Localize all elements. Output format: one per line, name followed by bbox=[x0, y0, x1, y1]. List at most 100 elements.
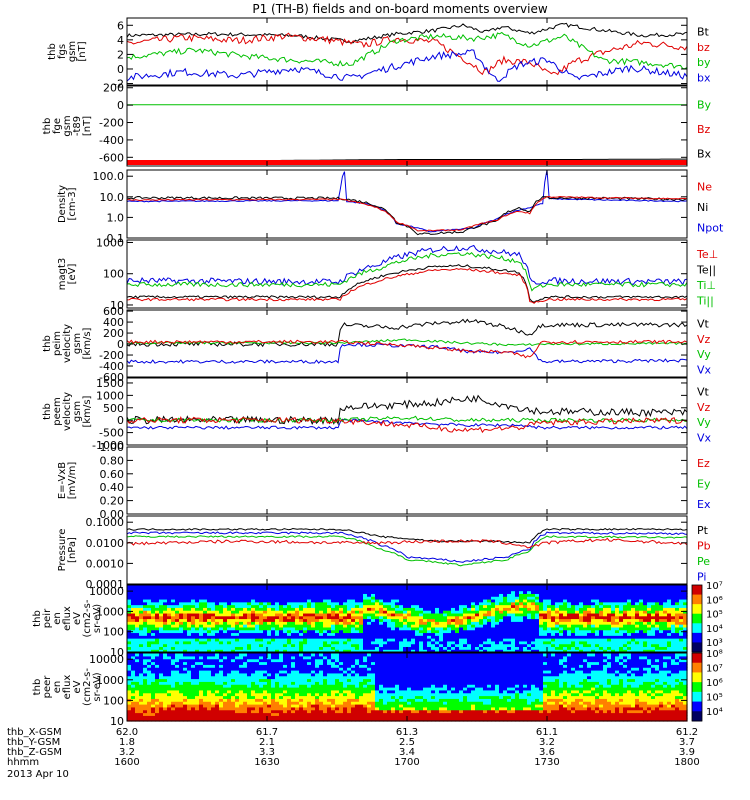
heatmap-cell bbox=[131, 615, 136, 620]
heatmap-cell bbox=[267, 598, 272, 603]
heatmap-cell bbox=[535, 590, 540, 594]
heatmap-cell bbox=[207, 618, 212, 622]
y-axis-label: -t89 bbox=[72, 116, 83, 136]
heatmap-cell bbox=[327, 653, 332, 657]
heatmap-cell bbox=[231, 615, 236, 620]
heatmap-cell bbox=[231, 712, 236, 716]
heatmap-cell bbox=[491, 601, 496, 606]
heatmap-cell bbox=[327, 638, 332, 642]
colorbar-segment bbox=[692, 585, 702, 596]
heatmap-cell bbox=[495, 649, 500, 653]
heatmap-cell bbox=[511, 632, 516, 636]
heatmap-cell bbox=[191, 704, 196, 708]
heatmap-cell bbox=[487, 626, 492, 631]
heatmap-cell bbox=[275, 590, 280, 594]
heatmap-cell bbox=[471, 612, 476, 617]
heatmap-cell bbox=[323, 649, 328, 653]
heatmap-cell bbox=[623, 615, 628, 620]
heatmap-cell bbox=[247, 664, 252, 668]
heatmap-cell bbox=[235, 598, 240, 603]
heatmap-cell bbox=[543, 601, 548, 606]
heatmap-cell bbox=[191, 626, 196, 631]
heatmap-cell bbox=[275, 687, 280, 691]
heatmap-cell bbox=[183, 632, 188, 636]
heatmap-cell bbox=[635, 601, 640, 606]
heatmap-cell bbox=[395, 649, 400, 653]
heatmap-cell bbox=[559, 621, 564, 625]
heatmap-cell bbox=[387, 632, 392, 636]
heatmap-cell bbox=[403, 607, 408, 611]
heatmap-cell bbox=[279, 635, 284, 639]
heatmap-cell bbox=[127, 715, 132, 719]
heatmap-cell bbox=[567, 638, 572, 642]
heatmap-cell bbox=[679, 612, 684, 617]
heatmap-cell bbox=[611, 629, 616, 634]
heatmap-cell bbox=[259, 701, 264, 705]
y-tick-label: 1.00 bbox=[100, 441, 125, 454]
heatmap-cell bbox=[291, 643, 296, 648]
heatmap-cell bbox=[635, 585, 640, 589]
heatmap-cell bbox=[235, 610, 240, 614]
heatmap-cell bbox=[311, 692, 316, 697]
heatmap-cell bbox=[607, 626, 612, 631]
heatmap-cell bbox=[427, 610, 432, 614]
heatmap-cell bbox=[615, 632, 620, 636]
heatmap-cell bbox=[175, 618, 180, 622]
heatmap-cell bbox=[127, 675, 132, 680]
heatmap-cell bbox=[675, 590, 680, 594]
heatmap-cell bbox=[143, 715, 148, 719]
heatmap-cell bbox=[139, 684, 144, 688]
heatmap-cell bbox=[571, 632, 576, 636]
heatmap-cell bbox=[195, 585, 200, 589]
series-Npot bbox=[126, 169, 688, 233]
heatmap-cell bbox=[175, 661, 180, 665]
heatmap-cell bbox=[251, 675, 256, 680]
heatmap-cell bbox=[251, 698, 256, 702]
heatmap-cell bbox=[207, 661, 212, 665]
heatmap-cell bbox=[371, 618, 376, 622]
heatmap-cell bbox=[659, 615, 664, 620]
panel-frame bbox=[126, 515, 688, 585]
heatmap-cell bbox=[683, 598, 688, 603]
heatmap-cell bbox=[251, 655, 256, 660]
heatmap-cell bbox=[603, 640, 608, 645]
heatmap-cell bbox=[579, 593, 584, 597]
heatmap-cell bbox=[439, 632, 444, 636]
heatmap-cell bbox=[239, 618, 244, 622]
heatmap-cell bbox=[387, 646, 392, 650]
heatmap-cell bbox=[459, 610, 464, 614]
heatmap-cell bbox=[191, 587, 196, 592]
heatmap-cell bbox=[199, 624, 204, 628]
heatmap-cell bbox=[651, 598, 656, 603]
heatmap-cell bbox=[543, 640, 548, 645]
heatmap-cell bbox=[219, 649, 224, 653]
heatmap-cell bbox=[131, 670, 136, 674]
y-tick-label: 0 bbox=[117, 338, 124, 351]
heatmap-cell bbox=[355, 621, 360, 625]
heatmap-cell bbox=[331, 601, 336, 606]
heatmap-cell bbox=[539, 646, 544, 650]
heatmap-cell bbox=[147, 718, 152, 722]
heatmap-cell bbox=[135, 632, 140, 636]
heatmap-cell bbox=[151, 706, 156, 711]
heatmap-cell bbox=[315, 655, 320, 660]
heatmap-cell bbox=[191, 624, 196, 628]
heatmap-cell bbox=[335, 649, 340, 653]
y-tick-label: 0.00 bbox=[100, 508, 125, 521]
heatmap-cell bbox=[267, 653, 272, 657]
heatmap-cell bbox=[327, 706, 332, 711]
heatmap-cell bbox=[607, 649, 612, 653]
heatmap-cell bbox=[307, 638, 312, 642]
heatmap-cell bbox=[163, 701, 168, 705]
heatmap-cell bbox=[159, 653, 164, 657]
heatmap-cell bbox=[631, 587, 636, 592]
heatmap-cell bbox=[203, 643, 208, 648]
heatmap-cell bbox=[655, 596, 660, 600]
heatmap-cell bbox=[523, 649, 528, 653]
heatmap-cell bbox=[191, 604, 196, 608]
heatmap-cell bbox=[587, 615, 592, 620]
heatmap-cell bbox=[247, 709, 252, 714]
heatmap-cell bbox=[559, 646, 564, 650]
heatmap-cell bbox=[395, 593, 400, 597]
heatmap-cell bbox=[207, 598, 212, 603]
